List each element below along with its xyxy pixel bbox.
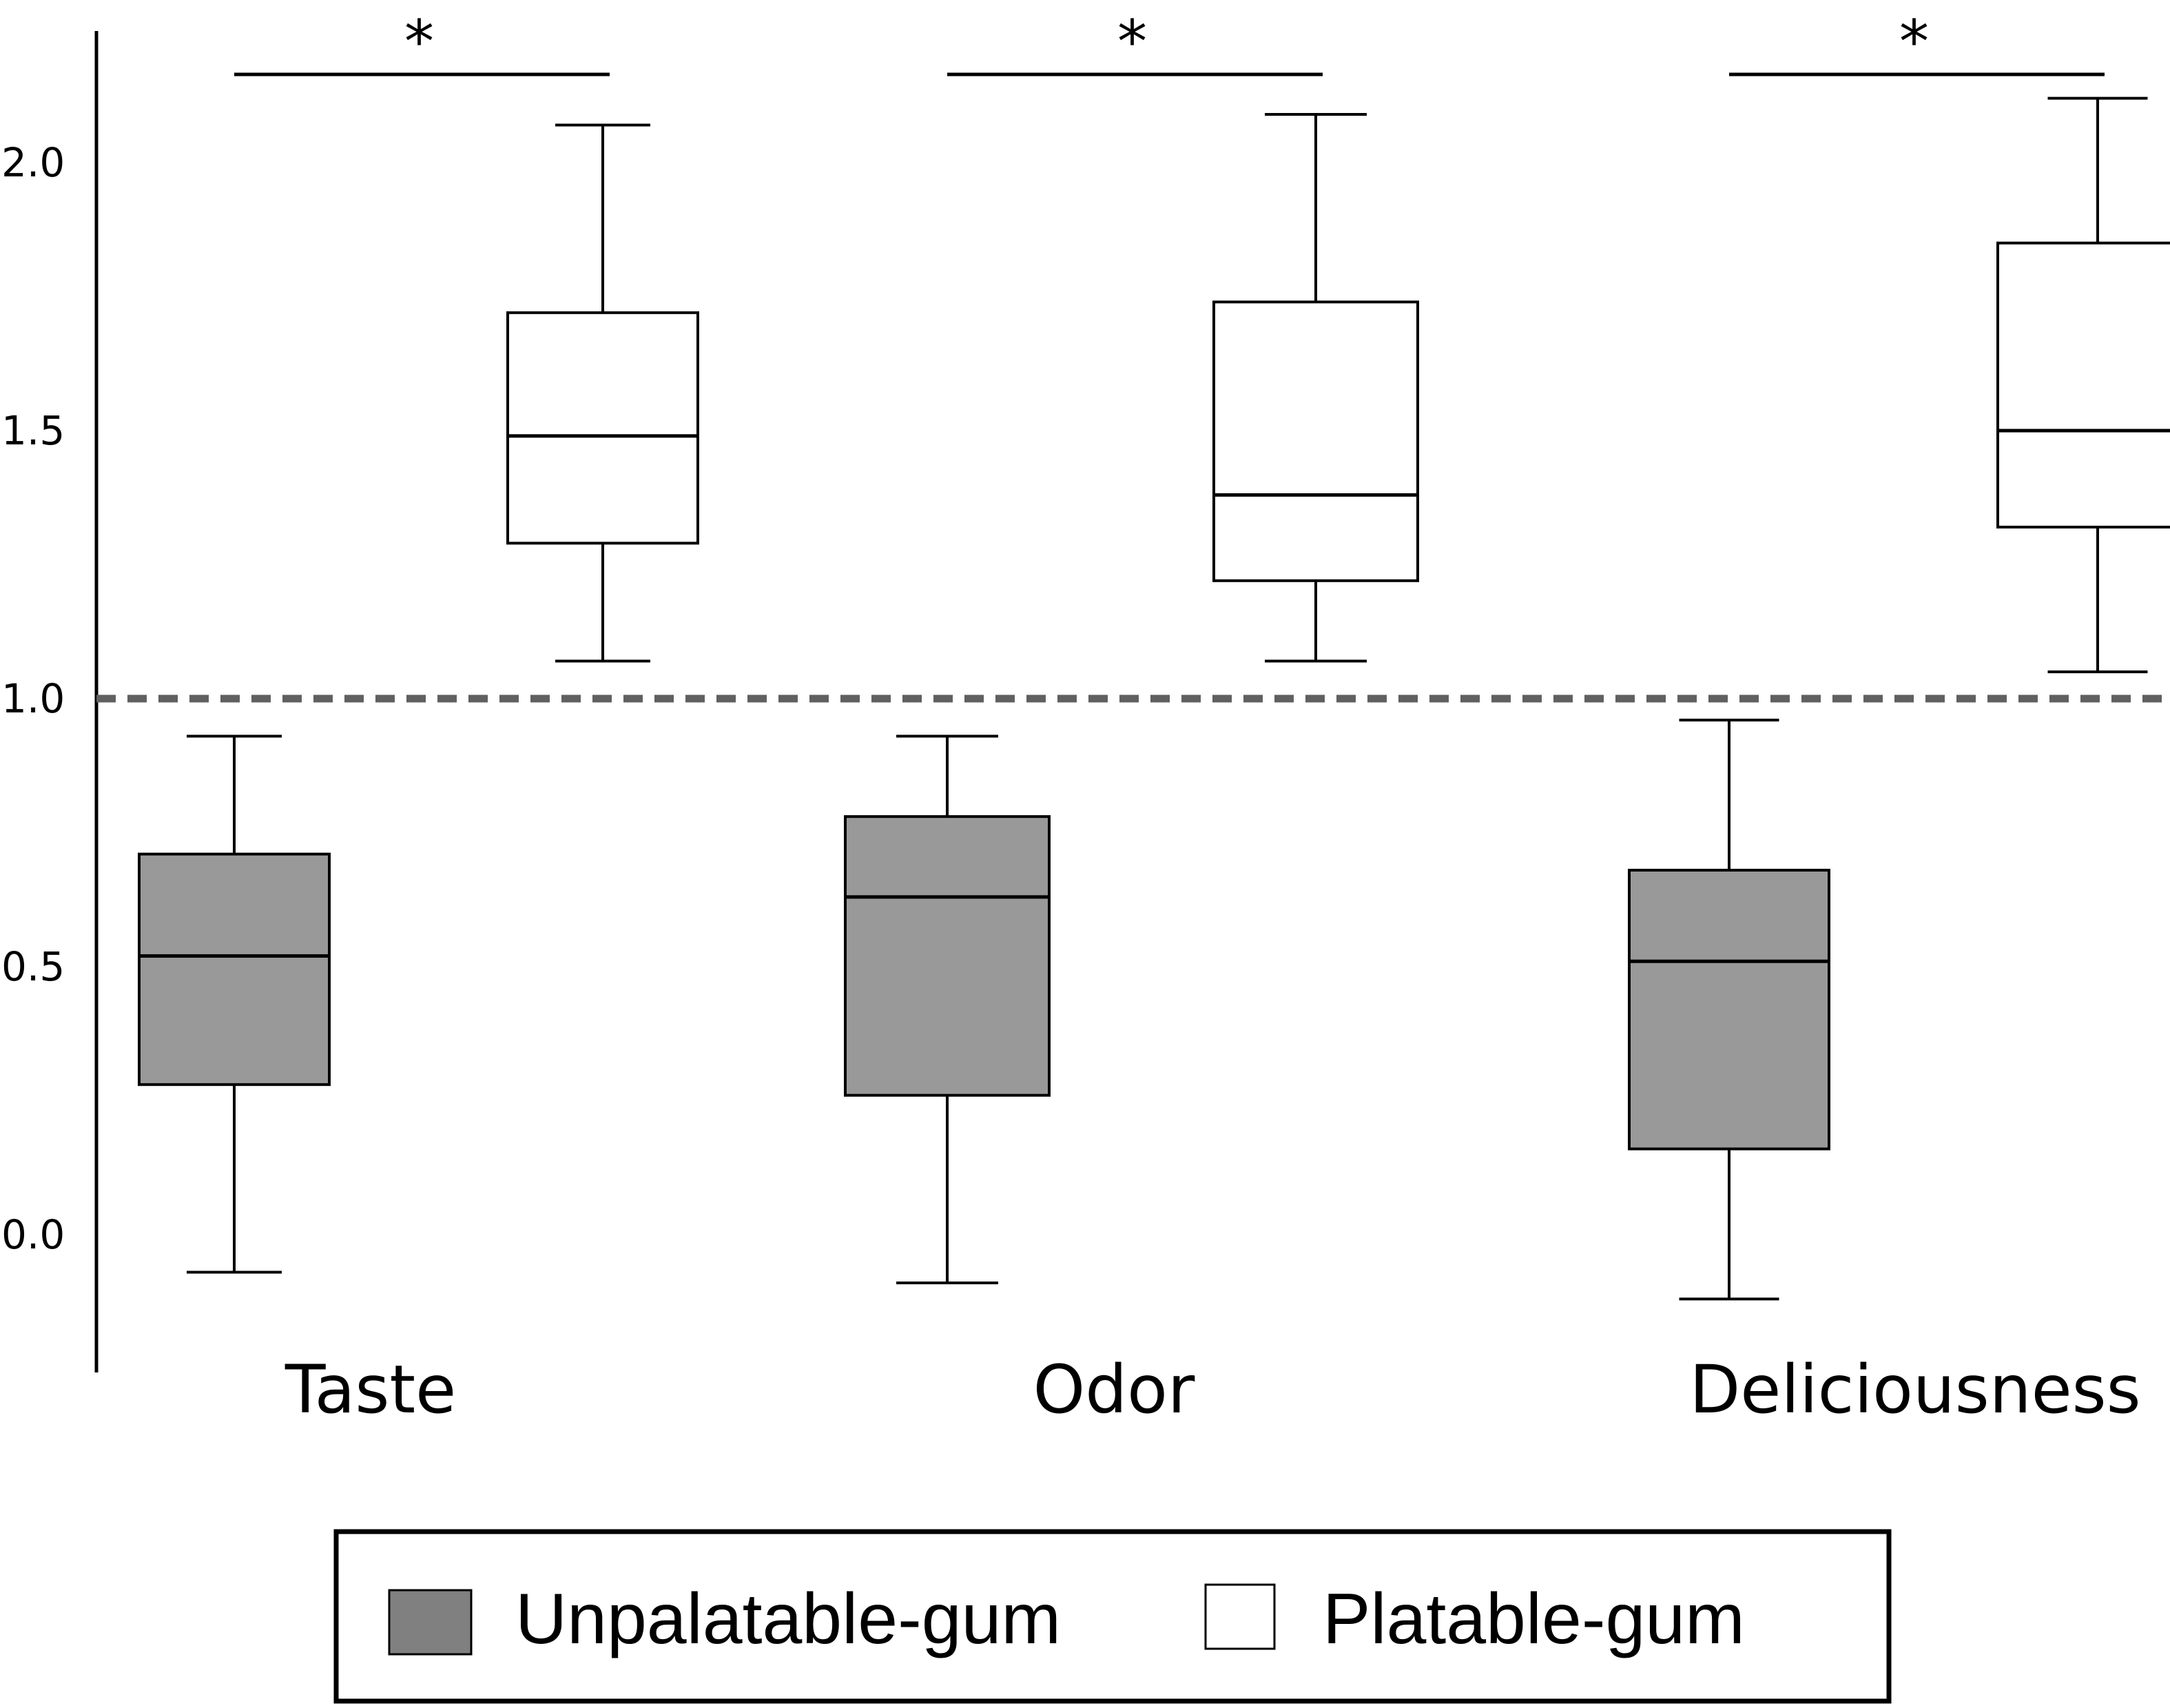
- category-label-odor: Odor: [1033, 1351, 1195, 1428]
- legend-label-unpalatable: Unpalatable-gum: [515, 1579, 1061, 1659]
- legend-label-platable: Platable-gum: [1323, 1579, 1745, 1659]
- significance-asterisk: *: [1899, 8, 1929, 76]
- significance-asterisk: *: [1117, 8, 1147, 76]
- box-deliciousness-platable: [1996, 96, 2170, 674]
- legend-swatch-unpalatable: [388, 1589, 473, 1656]
- significance-asterisk: *: [404, 8, 434, 76]
- boxes: [138, 96, 2170, 1301]
- y-tick-labels: 0.0 0.5 1.0 1.5 2.0: [1, 139, 65, 1258]
- box-odor-unpalatable: [844, 734, 1051, 1285]
- category-labels: Taste Odor Deliciousness: [285, 1351, 2141, 1428]
- category-label-deliciousness: Deliciousness: [1689, 1351, 2140, 1428]
- y-tick-label: 0.5: [1, 943, 65, 990]
- legend-swatch-platable: [1204, 1583, 1276, 1650]
- box-body: [506, 311, 699, 545]
- box-odor-platable: [1212, 112, 1419, 663]
- legend-frame: [333, 1529, 1892, 1704]
- box-body: [138, 852, 331, 1087]
- category-label-taste: Taste: [285, 1351, 456, 1428]
- y-tick-label: 2.0: [1, 139, 65, 186]
- legend: Unpalatable-gum Platable-gum: [333, 1529, 1892, 1704]
- box-body: [1996, 241, 2170, 529]
- significance-markers: * * *: [234, 8, 2105, 76]
- box-taste-unpalatable: [138, 734, 331, 1274]
- y-tick-label: 1.0: [1, 675, 65, 722]
- box-taste-platable: [506, 123, 699, 663]
- box-body: [1212, 300, 1419, 582]
- box-body: [844, 815, 1051, 1097]
- y-tick-label: 1.5: [1, 407, 65, 454]
- box-body: [1628, 868, 1830, 1151]
- y-tick-label: 0.0: [1, 1211, 65, 1258]
- box-deliciousness-unpalatable: [1628, 719, 1830, 1301]
